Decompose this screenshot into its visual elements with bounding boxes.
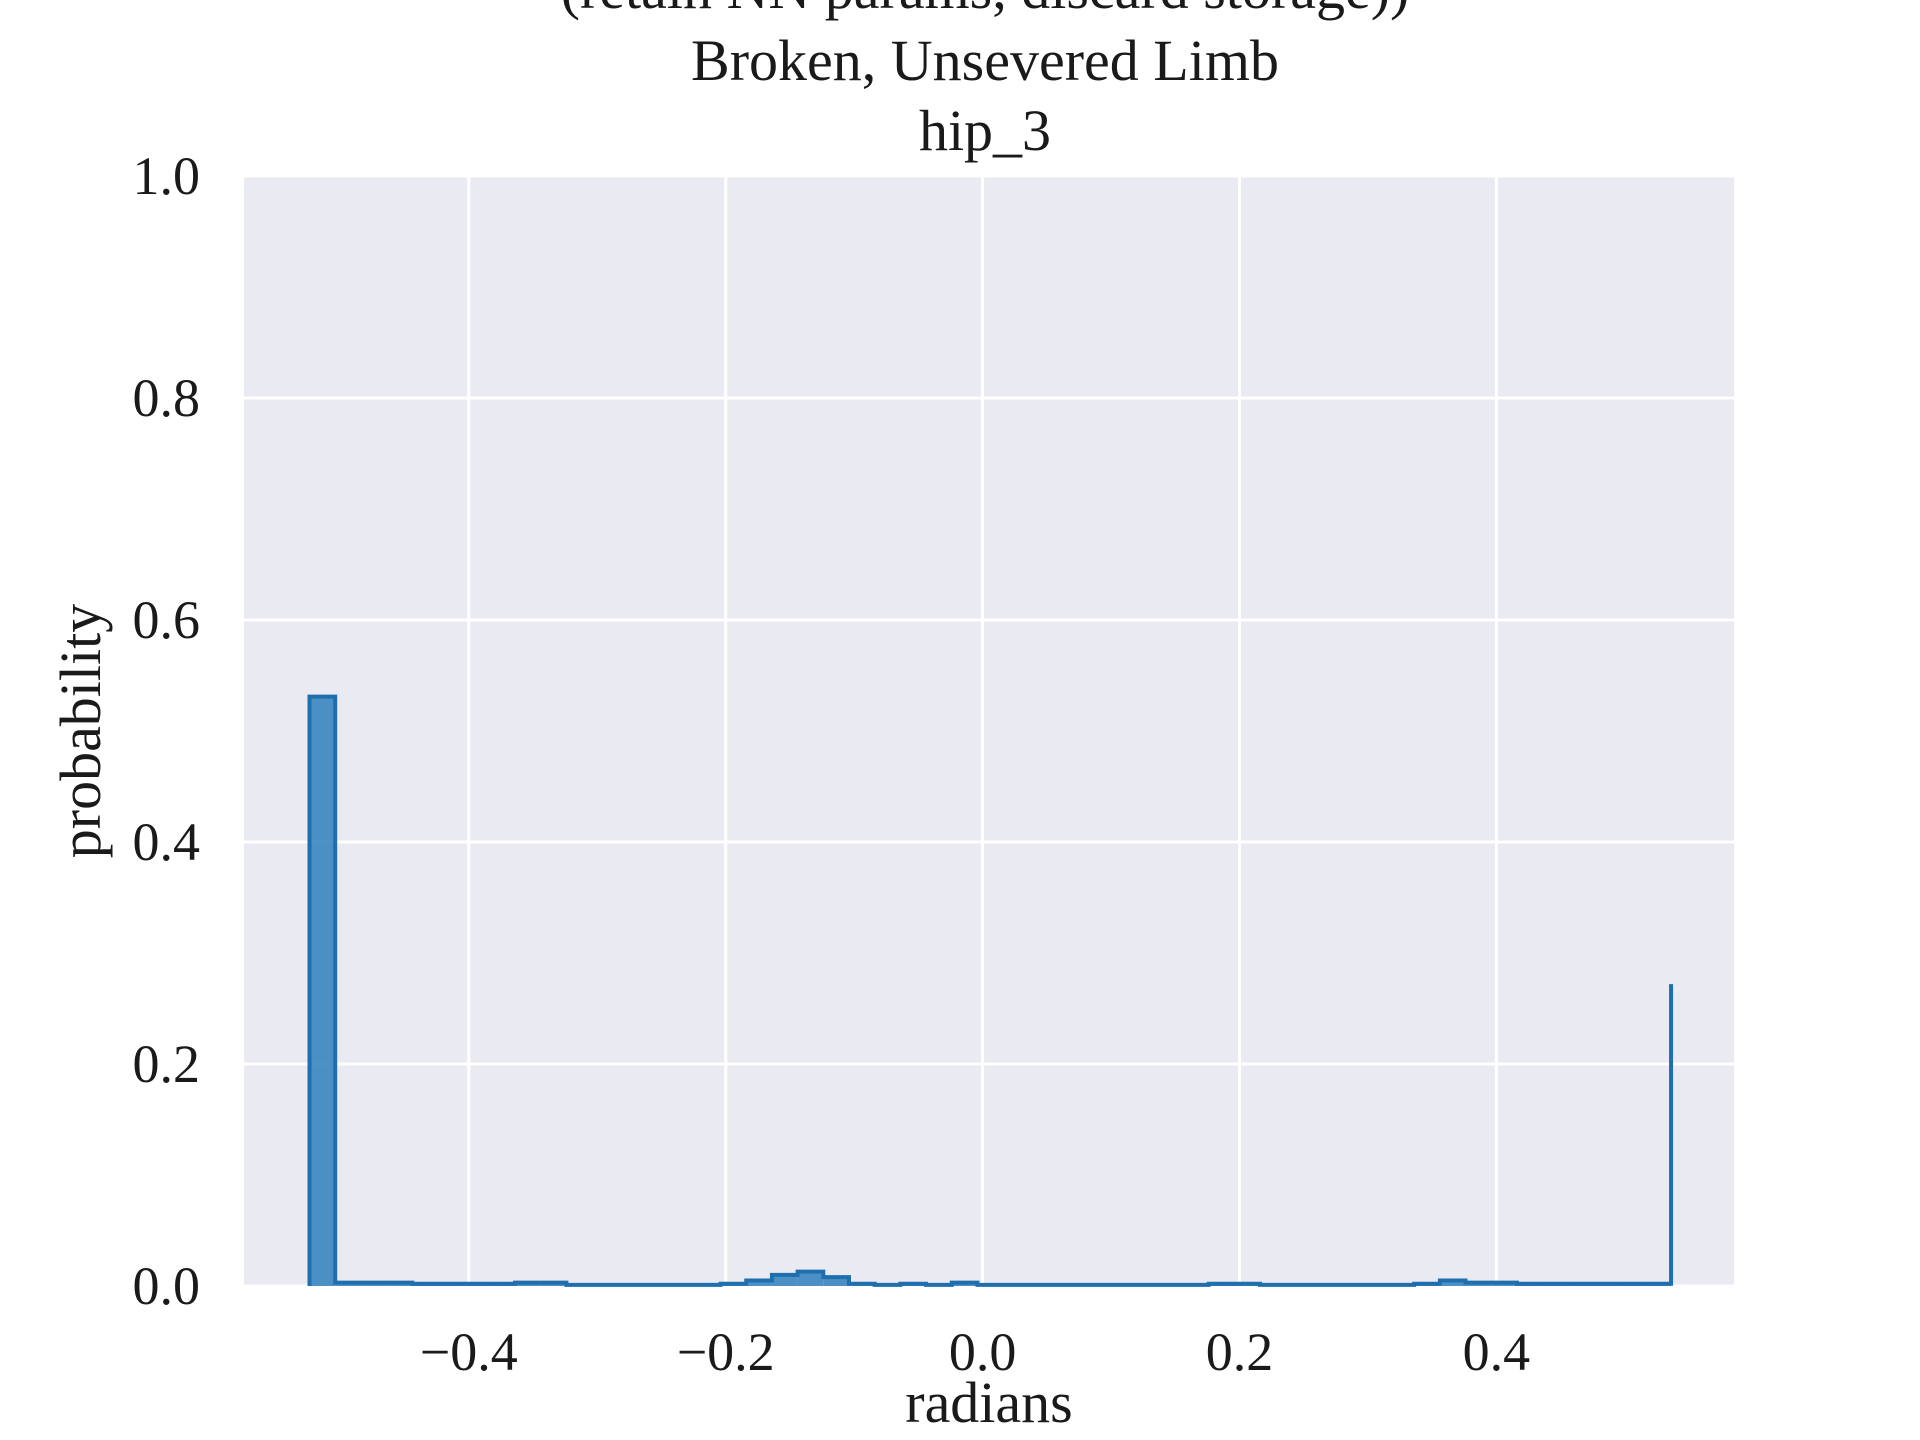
histogram-bar [746, 1280, 772, 1286]
y-axis-label: probability [48, 604, 113, 859]
x-tick-label: 0.2 [1206, 1322, 1274, 1382]
chart-title-line-1: (retain NN params, discard storage)) [561, 0, 1410, 21]
histogram-bar [771, 1274, 798, 1286]
y-tick-label: 1.0 [133, 146, 201, 206]
histogram-outline [307, 694, 1674, 1287]
y-tick-labels: 0.0 0.2 0.4 0.6 0.8 1.0 [133, 146, 201, 1316]
x-tick-labels: −0.4 −0.2 0.0 0.2 0.4 [420, 1322, 1530, 1382]
histogram-bar [1439, 1280, 1466, 1286]
y-tick-label: 0.8 [133, 368, 201, 428]
y-tick-label: 0.2 [133, 1034, 201, 1094]
plot-area [244, 176, 1734, 1286]
chart-title-line-3: hip_3 [919, 98, 1051, 163]
chart-title: (retain NN params, discard storage)) Bro… [561, 0, 1410, 163]
x-tick-label: 0.0 [949, 1322, 1017, 1382]
y-tick-label: 0.4 [133, 812, 201, 872]
histogram-bars [307, 694, 1674, 1287]
grid-lines [244, 174, 1734, 1288]
x-tick-label: 0.4 [1463, 1322, 1531, 1382]
y-tick-label: 0.0 [133, 1256, 201, 1316]
x-tick-label: −0.4 [420, 1322, 518, 1382]
chart-title-line-2: Broken, Unsevered Limb [691, 28, 1279, 93]
histogram-bar [823, 1277, 849, 1286]
histogram-bar [797, 1271, 824, 1286]
x-axis-label: radians [905, 1370, 1073, 1435]
histogram-bar [309, 696, 336, 1286]
y-tick-label: 0.6 [133, 590, 201, 650]
x-tick-label: −0.2 [677, 1322, 775, 1382]
